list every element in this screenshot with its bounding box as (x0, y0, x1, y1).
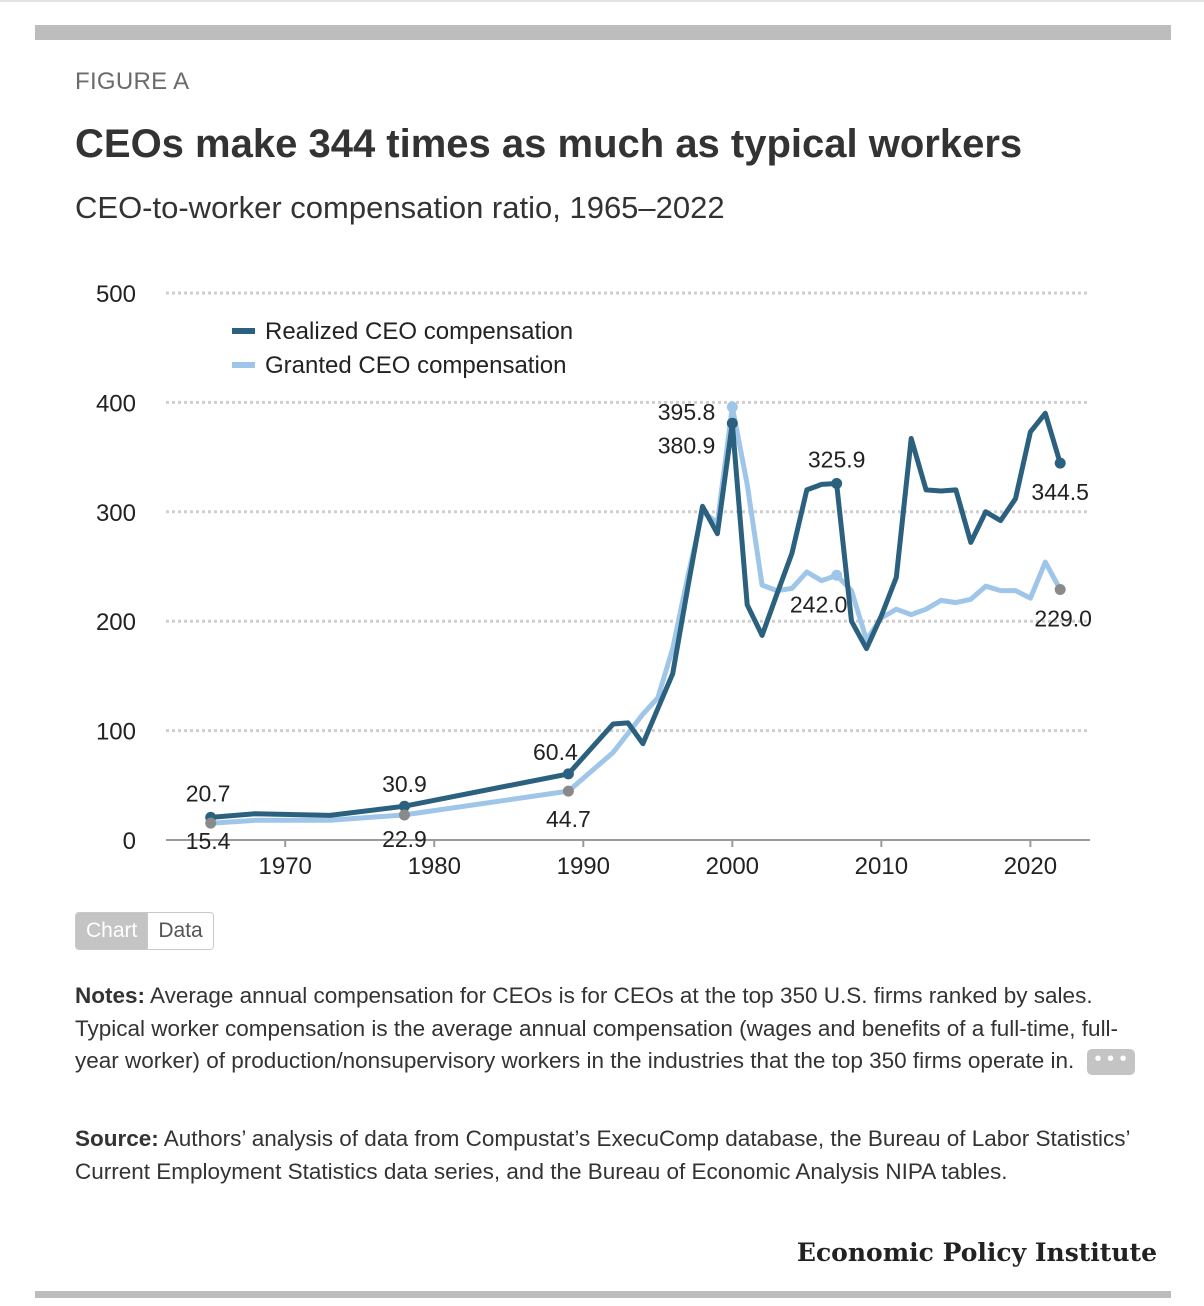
y-tick-label: 300 (96, 500, 136, 527)
data-label: 344.5 (1031, 479, 1089, 505)
data-label: 44.7 (546, 806, 591, 832)
legend: Realized CEO compensation Granted CEO com… (232, 318, 573, 379)
x-tick-label: 1980 (408, 853, 461, 880)
realized-series-line (208, 410, 1063, 820)
realized-marker (831, 477, 843, 489)
top-rule (35, 25, 1171, 40)
top-divider (0, 0, 1204, 2)
realized-marker (398, 800, 410, 812)
y-tick-label: 100 (96, 719, 136, 746)
source: Source: Authors’ analysis of data from C… (75, 1123, 1145, 1188)
y-tick-label: 400 (96, 390, 136, 417)
granted-marker (398, 809, 410, 821)
notes-text: Average annual compensation for CEOs is … (75, 983, 1119, 1073)
notes-label: Notes: (75, 983, 146, 1008)
realized-marker (1054, 457, 1066, 469)
brand-logo: Economic Policy Institute (796, 1238, 1157, 1267)
data-label: 242.0 (790, 591, 848, 617)
y-tick-label: 500 (96, 281, 136, 308)
realized-marker (726, 417, 738, 429)
legend-label: Granted CEO compensation (265, 352, 567, 379)
data-label: 395.8 (658, 399, 716, 425)
data-label: 325.9 (808, 446, 866, 472)
source-text: Authors’ analysis of data from Compustat… (75, 1126, 1130, 1184)
data-label: 22.9 (382, 826, 427, 852)
marker-layer (205, 401, 1066, 829)
x-tick-label: 2020 (1004, 853, 1057, 880)
x-tick-label: 2010 (855, 853, 908, 880)
data-label: 380.9 (658, 432, 716, 458)
bottom-rule (35, 1291, 1171, 1298)
more-button[interactable]: • • • (1086, 1049, 1135, 1076)
granted-marker (205, 817, 217, 829)
data-label: 20.7 (186, 780, 231, 806)
legend-label: Realized CEO compensation (265, 318, 573, 345)
y-tick-label: 0 (123, 828, 136, 855)
granted-marker (726, 401, 738, 413)
chart-title: CEOs make 344 times as much as typical w… (75, 122, 1023, 166)
granted-marker (562, 785, 574, 797)
data-label: 30.9 (382, 771, 427, 797)
axis-layer: 0 100 200 300 400 500 1970 1980 1990 2000 2010 2020 (96, 281, 1090, 880)
label-layer: 20.7 30.9 60.4 380.9 325.9 344.5 15.4 22.9 44.7 3… (186, 399, 1092, 854)
chart-tab-button[interactable]: Chart (76, 913, 148, 949)
data-label: 229.0 (1034, 605, 1092, 631)
granted-series-line (208, 404, 1063, 826)
source-label: Source: (75, 1126, 159, 1151)
realized-marker (562, 768, 574, 780)
x-tick-label: 1990 (557, 853, 610, 880)
granted-marker (831, 569, 843, 581)
x-tick-label: 2000 (706, 853, 759, 880)
series-layer (208, 404, 1063, 826)
data-label: 60.4 (533, 739, 578, 765)
data-tab-button[interactable]: Data (147, 913, 213, 949)
chart-subtitle: CEO-to-worker compensation ratio, 1965–2… (75, 190, 725, 225)
figure-label: FIGURE A (75, 68, 190, 95)
view-toggle: Chart Data (75, 912, 214, 950)
granted-marker (1054, 583, 1066, 595)
x-tick-label: 1970 (259, 853, 312, 880)
data-label: 15.4 (186, 828, 231, 854)
notes: Notes: Average annual compensation for C… (75, 980, 1145, 1078)
line-chart: 0 100 200 300 400 500 1970 1980 1990 2000 2010 2020… (96, 281, 1092, 880)
y-tick-label: 200 (96, 609, 136, 636)
